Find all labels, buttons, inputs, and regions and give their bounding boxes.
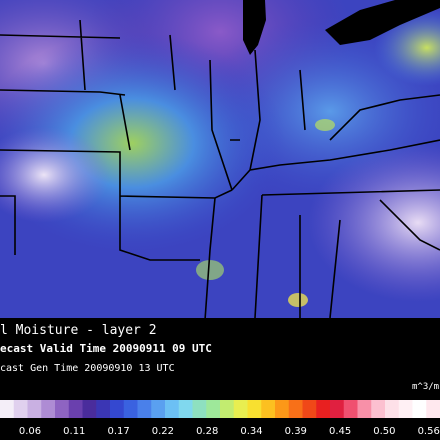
colorbar: 0.06 0.11 0.17 0.22 0.28 0.34 0.39 0.45 0.50 0.56 (0, 400, 440, 437)
colorbar-label: 0.50 (373, 426, 395, 437)
colorbar-swatch (288, 400, 303, 418)
colorbar-swatch (343, 400, 358, 418)
colorbar-swatch (206, 400, 221, 418)
colorbar-swatch (192, 400, 207, 418)
colorbar-swatch (412, 400, 427, 418)
colorbar-swatch (137, 400, 152, 418)
colorbar-swatch (123, 400, 138, 418)
colorbar-swatch (316, 400, 331, 418)
colorbar-swatch (385, 400, 400, 418)
colorbar-swatch (41, 400, 56, 418)
colorbar-swatch (96, 400, 111, 418)
colorbar-label: 0.45 (329, 426, 351, 437)
colorbar-swatch (371, 400, 386, 418)
colorbar-swatch (247, 400, 262, 418)
colorbar-swatch (220, 400, 235, 418)
colorbar-swatch (330, 400, 345, 418)
colorbar-label: 0.17 (107, 426, 129, 437)
colorbar-label: 0.11 (63, 426, 85, 437)
colorbar-label: 0.39 (285, 426, 307, 437)
colorbar-swatch (357, 400, 372, 418)
colorbar-swatch (302, 400, 317, 418)
colorbar-swatch (165, 400, 180, 418)
colorbar-swatch (426, 400, 440, 418)
valid-time: ecast Valid Time 20090911 09 UTC (0, 342, 212, 355)
colorbar-label: 0.28 (196, 426, 218, 437)
map-title: l Moisture - layer 2 (0, 323, 157, 338)
colorbar-swatch (398, 400, 413, 418)
colorbar-swatch (68, 400, 83, 418)
colorbar-swatch (261, 400, 276, 418)
colorbar-swatch (110, 400, 125, 418)
colorbar-swatch (82, 400, 97, 418)
gen-time: cast Gen Time 20090910 13 UTC (0, 363, 175, 374)
colorbar-label: 0.06 (19, 426, 41, 437)
colorbar-swatch (0, 400, 15, 418)
colorbar-label: 0.22 (152, 426, 174, 437)
units: m^3/m (412, 382, 439, 392)
colorbar-label: 0.34 (240, 426, 262, 437)
colorbar-swatch (27, 400, 42, 418)
colorbar-swatch (13, 400, 28, 418)
colorbar-swatch (233, 400, 248, 418)
colorbar-swatch (275, 400, 290, 418)
colorbar-label: 0.56 (418, 426, 440, 437)
colorbar-swatch (151, 400, 166, 418)
colorbar-swatch (55, 400, 70, 418)
map (0, 0, 440, 318)
colorbar-swatch (178, 400, 193, 418)
info-panel (0, 318, 440, 440)
